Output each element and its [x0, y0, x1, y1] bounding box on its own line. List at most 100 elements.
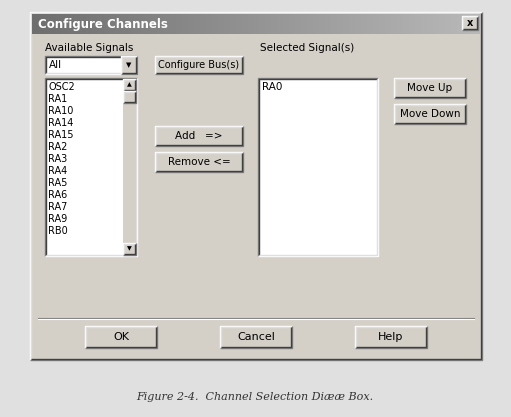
Bar	[115, 14, 116, 34]
Bar	[368, 14, 369, 34]
Bar	[470, 14, 471, 34]
Bar	[123, 79, 136, 255]
Bar	[189, 14, 190, 34]
Bar	[334, 14, 335, 34]
Bar	[177, 14, 178, 34]
Bar	[49, 14, 50, 34]
Bar	[355, 326, 427, 348]
Bar	[394, 78, 466, 98]
Bar	[92, 14, 93, 34]
Bar	[192, 14, 193, 34]
Bar	[452, 14, 453, 34]
Bar	[225, 14, 226, 34]
Bar	[130, 14, 131, 34]
Bar	[416, 14, 417, 34]
Bar	[354, 14, 355, 34]
Bar	[346, 14, 347, 34]
Bar	[321, 14, 322, 34]
Bar	[267, 14, 268, 34]
Text: Move Down: Move Down	[400, 109, 460, 119]
Bar	[330, 14, 331, 34]
Bar	[79, 14, 80, 34]
Bar	[123, 14, 124, 34]
Bar	[400, 14, 401, 34]
Bar	[274, 14, 275, 34]
Bar	[365, 14, 366, 34]
Bar	[76, 14, 77, 34]
Bar	[312, 14, 313, 34]
Bar	[438, 14, 439, 34]
Bar	[441, 14, 442, 34]
Bar	[361, 14, 362, 34]
Bar	[403, 14, 404, 34]
Bar	[355, 14, 356, 34]
Bar	[242, 14, 243, 34]
Bar	[476, 14, 477, 34]
Bar	[352, 14, 353, 34]
Bar	[473, 14, 474, 34]
Bar	[342, 14, 343, 34]
Bar	[155, 152, 243, 172]
Bar	[270, 14, 271, 34]
Bar	[204, 14, 205, 34]
Bar	[219, 14, 220, 34]
Bar	[387, 14, 388, 34]
Bar	[292, 14, 293, 34]
Bar	[30, 12, 482, 360]
Bar	[211, 14, 212, 34]
Bar	[43, 14, 44, 34]
Bar	[475, 14, 476, 34]
Bar	[185, 14, 186, 34]
Bar	[47, 14, 48, 34]
Bar	[389, 14, 390, 34]
Text: Configure Channels: Configure Channels	[38, 18, 168, 30]
Bar	[408, 14, 409, 34]
Bar	[362, 14, 363, 34]
Bar	[136, 14, 137, 34]
Bar	[268, 14, 269, 34]
Bar	[163, 14, 164, 34]
Bar	[85, 14, 86, 34]
Bar	[131, 14, 132, 34]
Bar	[121, 56, 137, 74]
Bar	[278, 14, 279, 34]
Bar	[78, 14, 79, 34]
Bar	[281, 14, 282, 34]
Bar	[82, 14, 83, 34]
Bar	[293, 14, 294, 34]
Bar	[385, 14, 386, 34]
Bar	[344, 14, 345, 34]
Bar	[248, 14, 249, 34]
Bar	[341, 14, 342, 34]
Bar	[329, 14, 330, 34]
Bar	[125, 14, 126, 34]
Bar	[168, 14, 169, 34]
Bar	[316, 14, 317, 34]
Bar	[407, 14, 408, 34]
Bar	[391, 14, 392, 34]
Bar	[72, 14, 73, 34]
Bar	[90, 14, 91, 34]
Bar	[478, 14, 479, 34]
Bar	[372, 14, 373, 34]
Bar	[56, 14, 57, 34]
Bar	[419, 14, 420, 34]
Bar	[464, 14, 465, 34]
Text: OK: OK	[113, 332, 129, 342]
Bar	[155, 56, 243, 74]
Bar	[156, 14, 157, 34]
Bar	[169, 14, 170, 34]
Bar	[66, 14, 67, 34]
Bar	[181, 14, 182, 34]
Bar	[150, 14, 151, 34]
Bar	[359, 14, 360, 34]
Text: RA14: RA14	[48, 118, 74, 128]
Bar	[96, 14, 97, 34]
Bar	[447, 14, 448, 34]
Bar	[171, 14, 172, 34]
Bar	[205, 14, 206, 34]
Bar	[376, 14, 377, 34]
Bar	[337, 14, 338, 34]
Bar	[294, 14, 295, 34]
Bar	[160, 14, 161, 34]
